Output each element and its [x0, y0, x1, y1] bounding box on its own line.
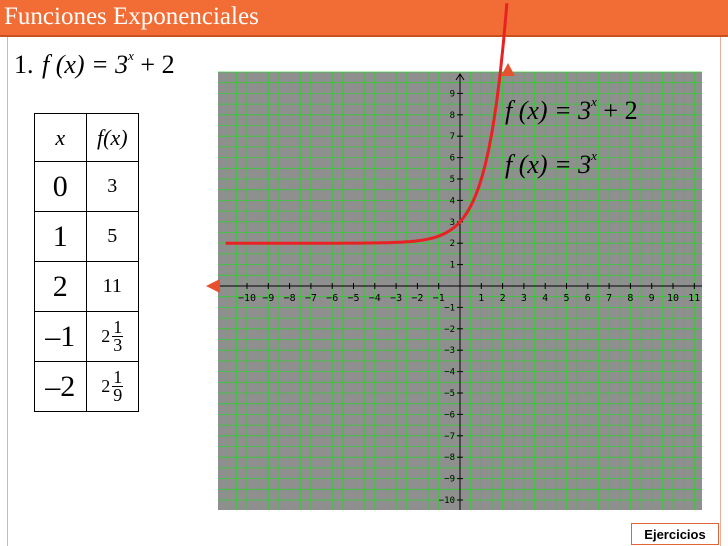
- fraction-numerator: 1: [112, 367, 124, 387]
- frame-line-right: [720, 37, 721, 546]
- label-exponent: x: [591, 94, 597, 109]
- exercise-number: 1.: [14, 50, 34, 79]
- y-tick-label: −10: [439, 496, 455, 506]
- cell-x: 2: [34, 261, 87, 312]
- x-tick-label: 1: [478, 293, 484, 304]
- x-tick-label: 8: [627, 293, 633, 304]
- x-tick-label: 3: [521, 293, 527, 304]
- curve-series: [225, 3, 509, 245]
- y-tick-label: −7: [444, 432, 455, 442]
- y-tick-label: 1: [450, 261, 455, 271]
- x-tick-label: −5: [347, 293, 359, 304]
- x-tick-label: −7: [305, 293, 317, 304]
- cell-x: –1: [34, 311, 87, 362]
- y-tick-label: −8: [444, 453, 455, 463]
- x-tick-label: 5: [563, 293, 569, 304]
- y-tick-label: 2: [450, 239, 455, 249]
- equation-base: f (x) = 3: [42, 50, 129, 79]
- x-tick-label: 9: [649, 293, 655, 304]
- label-base: f (x) = 3: [505, 96, 592, 125]
- header-fx: f(x): [85, 113, 140, 162]
- title-bar: Funciones Exponenciales: [0, 0, 728, 37]
- fraction-denominator: 9: [113, 385, 123, 405]
- x-tick-label: −8: [284, 293, 296, 304]
- y-axis-arrow: [455, 73, 465, 81]
- graph-label-shifted: f (x) = 3x + 2: [505, 94, 638, 126]
- x-tick-label: −9: [262, 293, 274, 304]
- x-tick-label: −3: [390, 293, 402, 304]
- label-suffix: + 2: [596, 96, 638, 125]
- y-tick-label: 5: [450, 175, 455, 185]
- x-tick-label: −4: [369, 293, 381, 304]
- frame-line-left: [7, 37, 8, 546]
- label-base: f (x) = 3: [505, 150, 592, 179]
- curve-left-arrow: [206, 279, 220, 293]
- y-tick-label: 8: [450, 111, 455, 121]
- ejercicios-button[interactable]: Ejercicios: [631, 523, 719, 545]
- fraction-whole: 2: [101, 376, 111, 396]
- y-tick-label: −5: [444, 389, 455, 399]
- x-tick-label: 11: [688, 293, 700, 304]
- x-tick-label: −2: [411, 293, 423, 304]
- y-tick-label: 6: [450, 154, 455, 164]
- exercise-equation: f (x) = 3x + 2: [42, 48, 175, 80]
- cell-x: 1: [34, 211, 87, 262]
- equation-exponent: x: [128, 48, 134, 63]
- fraction-denominator: 3: [113, 335, 123, 355]
- label-exponent: x: [591, 148, 597, 163]
- y-tick-label: 9: [450, 89, 455, 99]
- cell-fx: 11: [85, 261, 140, 312]
- y-tick-label: 7: [450, 132, 455, 142]
- x-tick-label: −10: [238, 293, 256, 304]
- x-tick-label: 7: [606, 293, 612, 304]
- equation-suffix: + 2: [133, 50, 175, 79]
- graph-label-base: f (x) = 3x: [505, 148, 597, 180]
- y-tick-label: −3: [444, 346, 455, 356]
- function-graph: −10 −9 −8 −7 −6 −5 −4 −3 −2 −1 1 2 3 4 5 6 7 8 9 10 11−10−9−…: [206, 3, 702, 510]
- y-tick-label: 4: [450, 196, 455, 206]
- cell-x: 0: [34, 161, 87, 212]
- x-tick-label: 10: [667, 293, 679, 304]
- slide-title: Funciones Exponenciales: [4, 3, 259, 30]
- cell-x: –2: [34, 361, 87, 412]
- y-tick-label: −2: [444, 325, 455, 335]
- x-tick-label: 4: [542, 293, 548, 304]
- y-tick-label: −4: [444, 368, 455, 378]
- cell-fx: 5: [85, 211, 140, 262]
- y-tick-label: 3: [450, 218, 455, 228]
- table-row: 2 11: [34, 261, 140, 312]
- table-row: 1 5: [34, 211, 140, 262]
- curve-top-arrow: [501, 63, 515, 76]
- y-tick-label: −1: [444, 303, 455, 313]
- x-tick-label: 6: [585, 293, 591, 304]
- header-x: x: [34, 113, 87, 162]
- cell-fx: 3: [85, 161, 140, 212]
- table-row: 0 3: [34, 161, 140, 212]
- fraction-whole: 2: [101, 326, 111, 346]
- fraction-numerator: 1: [112, 317, 124, 337]
- y-tick-label: −9: [444, 475, 455, 485]
- x-tick-label: −6: [326, 293, 338, 304]
- x-tick-label: 2: [500, 293, 506, 304]
- x-tick-label: −1: [433, 293, 445, 304]
- y-tick-label: −6: [444, 410, 455, 420]
